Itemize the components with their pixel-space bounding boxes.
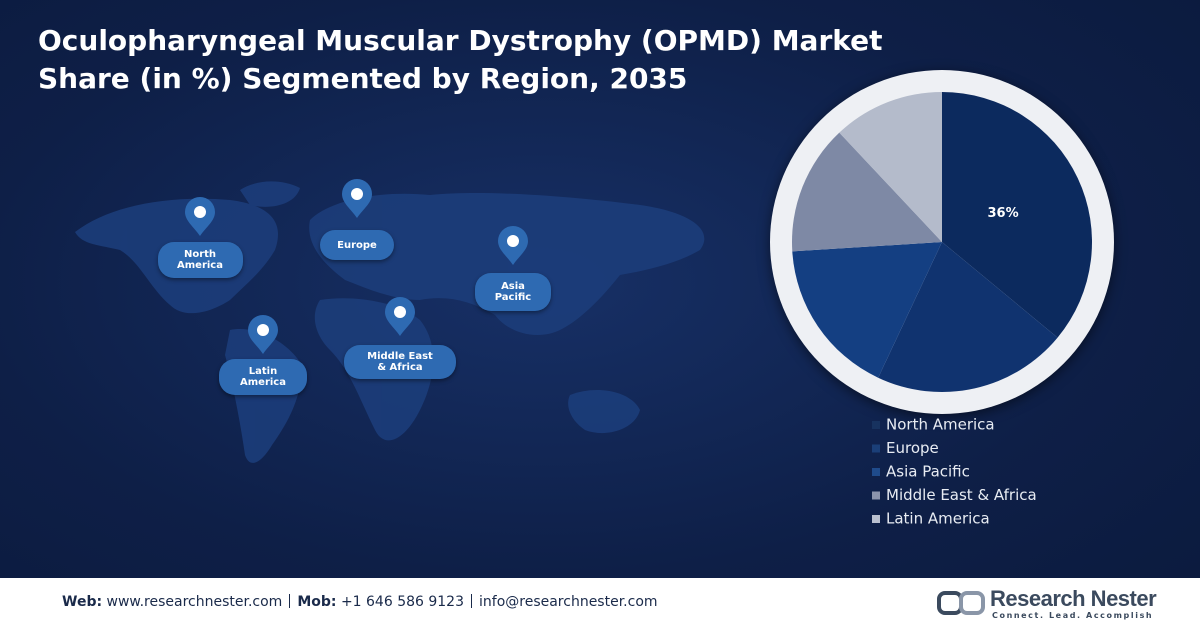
map-label: Latin America: [219, 359, 307, 395]
logo-shape: [959, 591, 985, 615]
map-label: Middle East & Africa: [344, 345, 456, 379]
legend-label: Europe: [886, 439, 939, 457]
tagline: Connect. Lead. Accomplish: [992, 611, 1154, 620]
legend-marker: [872, 491, 880, 500]
map-label: North America: [157, 242, 243, 278]
legend-marker: [872, 421, 880, 429]
legend-label: North America: [886, 416, 995, 434]
map-pin-dot: [257, 324, 269, 336]
brand: Research Nester: [990, 586, 1157, 611]
map-label: Asia Pacific: [475, 273, 551, 311]
data-label: 36%: [988, 206, 1019, 221]
legend-marker: [872, 468, 880, 476]
pie-slice: [792, 242, 942, 378]
title-line: Oculopharyngeal Muscular Dystrophy (OPMD…: [38, 24, 883, 57]
pie-slice: [878, 242, 1058, 392]
footer: Web: www.researchnester.com Mob: +1 646 5…: [0, 578, 1200, 628]
map-pin-dot: [394, 306, 406, 318]
legend-label: Middle East & Africa: [886, 486, 1037, 504]
map-label: Europe: [320, 230, 394, 260]
map-pin-dot: [351, 188, 363, 200]
map-pin-dot: [507, 235, 519, 247]
contact-text: www.researchnester.com: [106, 594, 283, 610]
title: Oculopharyngeal Muscular Dystrophy (OPMD…: [38, 22, 883, 98]
pie-slice: [942, 92, 1092, 338]
contacts: Web: www.researchnester.com Mob: +1 646 5…: [62, 594, 658, 610]
title-line: Share (in %) Segmented by Region, 2035: [38, 62, 688, 95]
contact-label: Web:: [62, 594, 103, 610]
legend-label: Latin America: [886, 510, 990, 528]
separator: [471, 594, 472, 608]
contact-text: info@researchnester.com: [479, 594, 658, 610]
logo-shape: [937, 591, 963, 615]
contact-text: +1 646 586 9123: [340, 594, 464, 610]
legend-label: Asia Pacific: [886, 463, 970, 481]
legend-marker: [872, 444, 880, 453]
pie-slice: [792, 132, 942, 252]
legend-marker: [872, 515, 880, 523]
map-pin-dot: [194, 206, 206, 218]
separator: [289, 594, 291, 608]
pie-slice: [839, 92, 942, 242]
contact-label: Mob:: [297, 594, 337, 610]
logo-icon: [937, 591, 985, 615]
